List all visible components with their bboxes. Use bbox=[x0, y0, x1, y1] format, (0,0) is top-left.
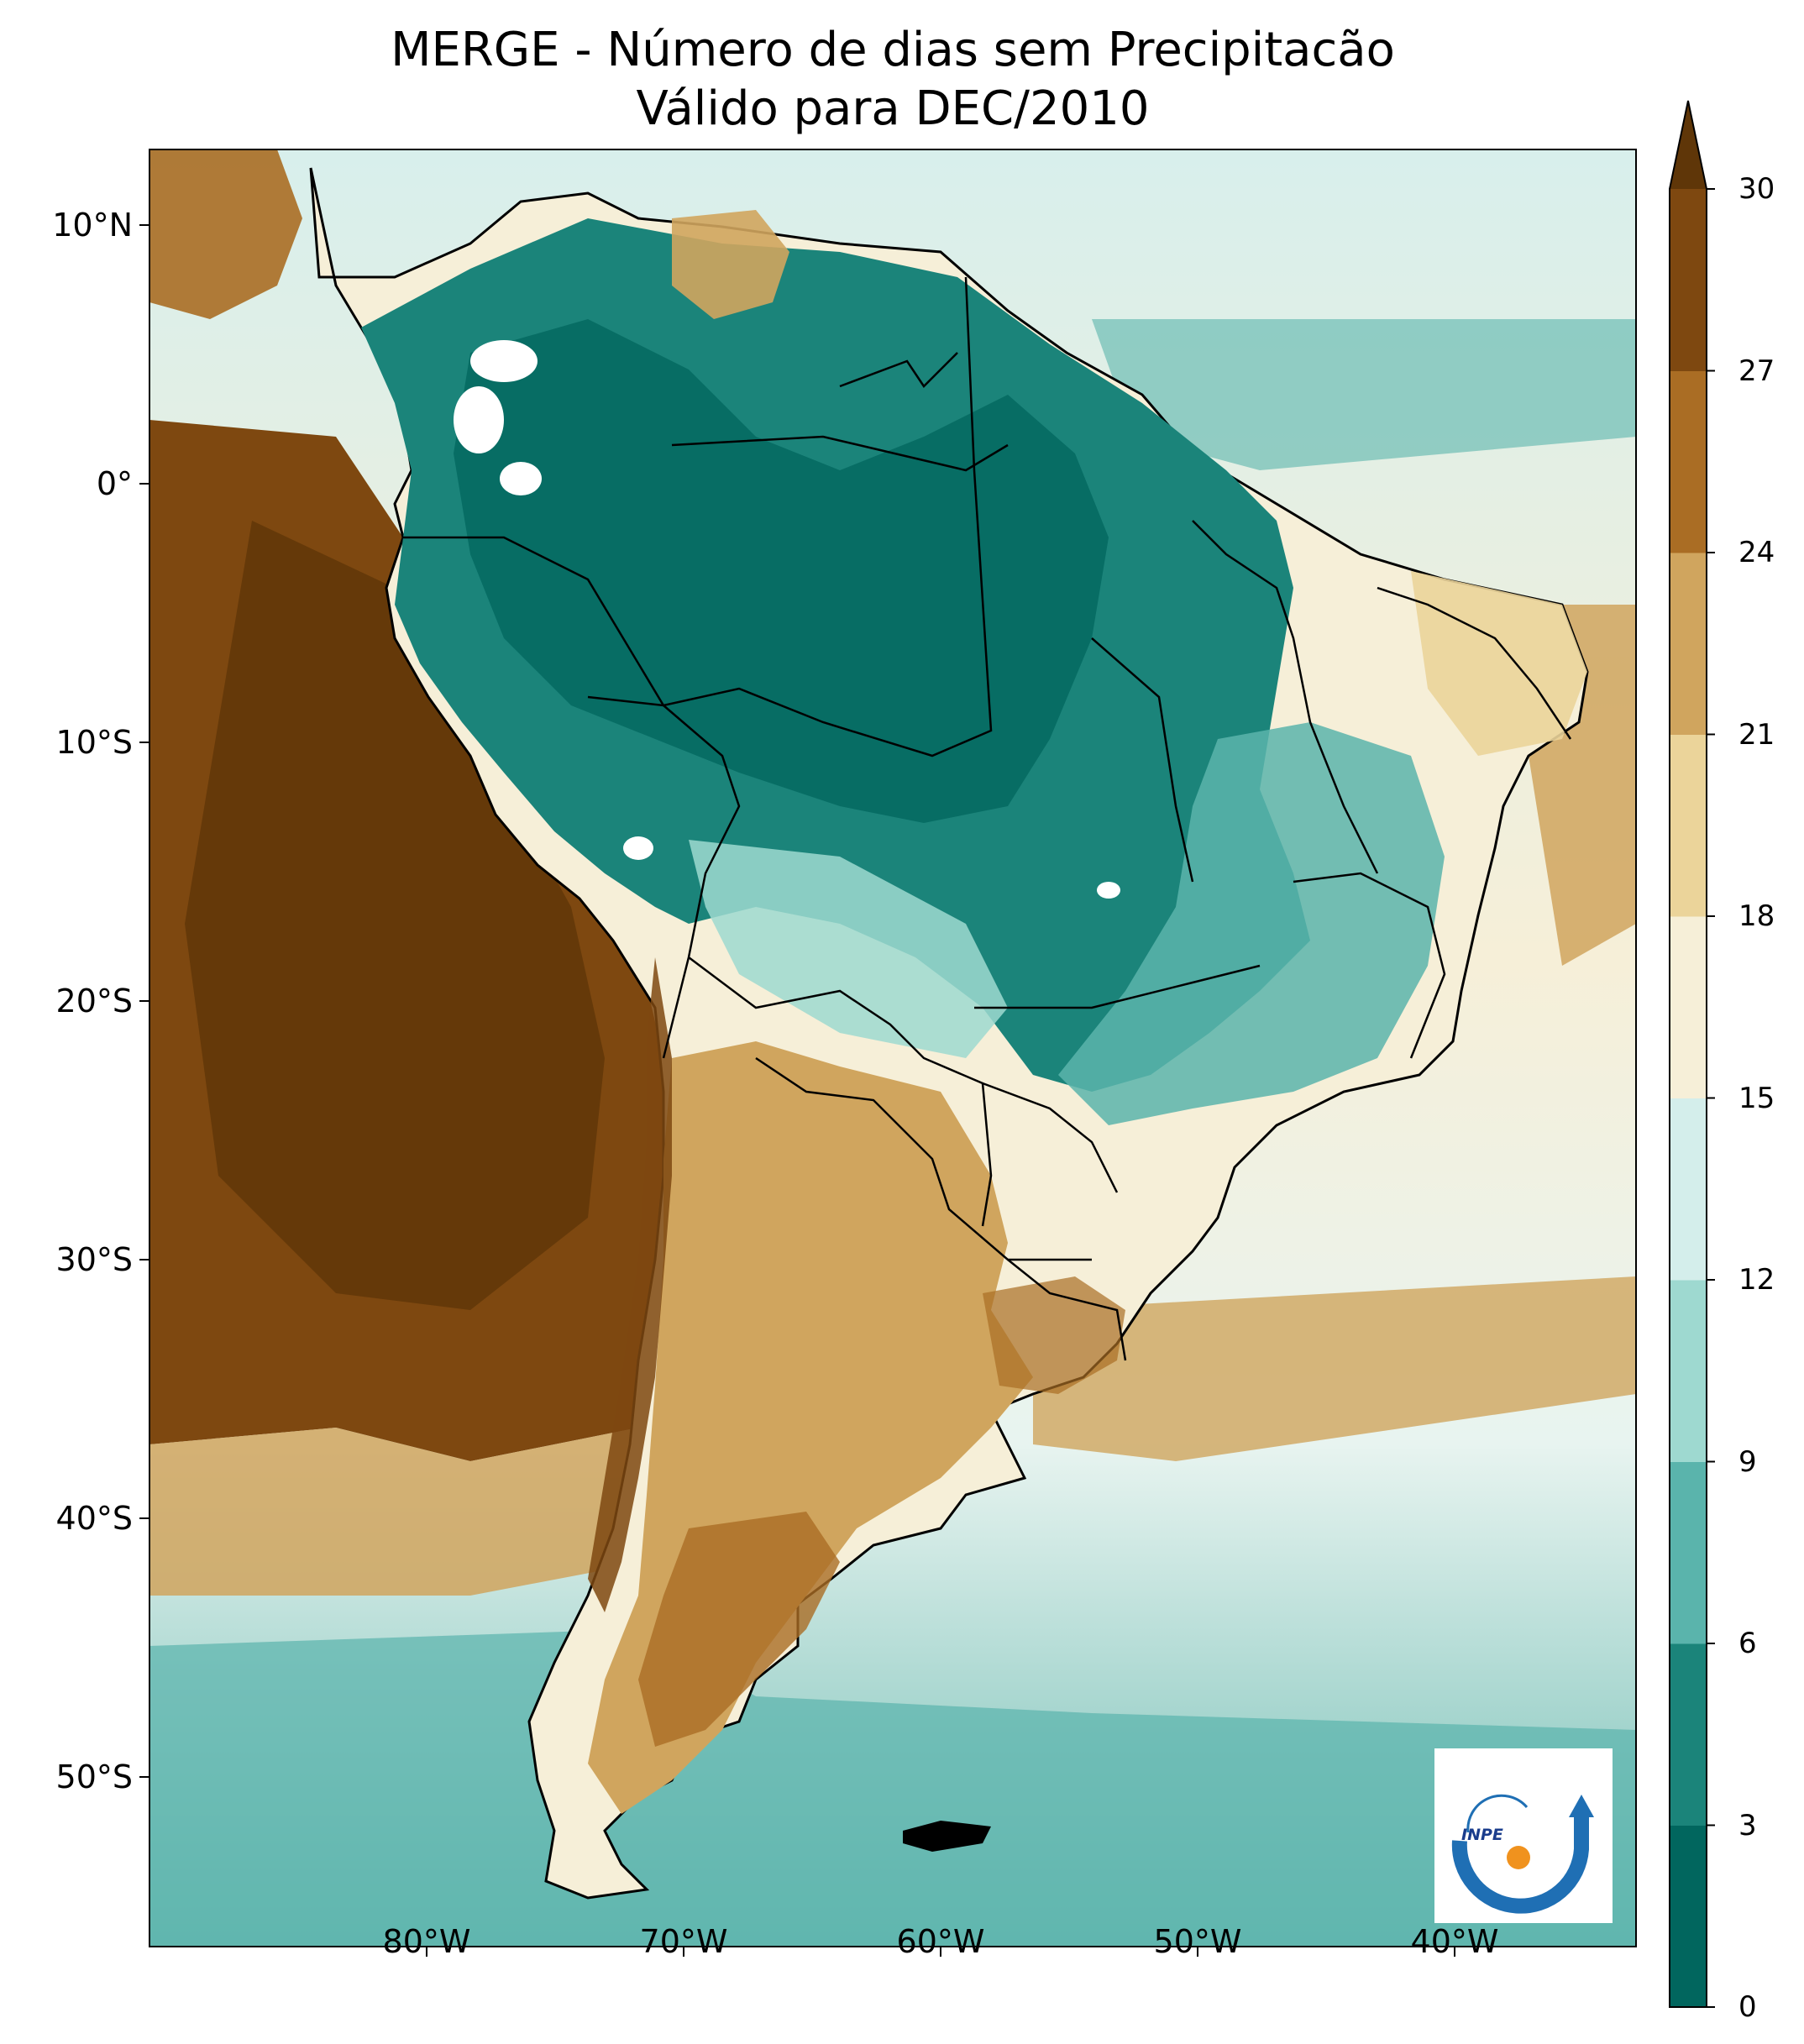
inpe-logo-graphic bbox=[1451, 1794, 1594, 1914]
axis-ticks bbox=[139, 224, 1455, 1957]
lat-label-10n: 10°N bbox=[52, 207, 133, 244]
andes-strip bbox=[588, 957, 672, 1612]
map-title: MERGE - Número de dias sem Precipitacão bbox=[391, 23, 1395, 77]
lon-label-60w: 60°W bbox=[896, 1923, 985, 1960]
colorbar bbox=[1669, 100, 1715, 2008]
east-brazil-wet bbox=[1058, 722, 1445, 1125]
amazon-core bbox=[454, 319, 1109, 823]
colorbar-segment bbox=[1670, 1098, 1707, 1281]
inpe-logo: INPE bbox=[1434, 1748, 1613, 1923]
colorbar-tick-label: 15 bbox=[1738, 1081, 1775, 1115]
colorbar-tick-label: 0 bbox=[1738, 1990, 1757, 2024]
colorbar-segment bbox=[1670, 370, 1707, 553]
colorbar-segment bbox=[1670, 1825, 1707, 2008]
pacific-transition bbox=[149, 1428, 647, 1596]
map-frame bbox=[149, 149, 1637, 1947]
falkland-islands bbox=[903, 1821, 991, 1852]
lon-label-80w: 80°W bbox=[382, 1923, 471, 1960]
colorbar-segment bbox=[1670, 1461, 1707, 1644]
colorbar-segment bbox=[1670, 553, 1707, 735]
map-subtitle: Válido para DEC/2010 bbox=[636, 81, 1150, 136]
lat-label-0: 0° bbox=[96, 465, 133, 502]
guiana-dry bbox=[672, 210, 789, 319]
pacific-dry-core bbox=[185, 521, 605, 1310]
atlantic-band-north bbox=[1092, 319, 1636, 470]
colorbar-outline bbox=[1669, 100, 1707, 2008]
country-borders bbox=[403, 276, 1572, 1361]
atlantic-wet-south bbox=[149, 1629, 1636, 1947]
colorbar-tick-label: 12 bbox=[1738, 1263, 1775, 1297]
lat-label-30s: 30°S bbox=[55, 1241, 133, 1278]
colorbar-extend-arrow bbox=[1670, 101, 1707, 189]
colorbar-segment bbox=[1670, 189, 1707, 371]
colorbar-tick-label: 24 bbox=[1738, 536, 1775, 569]
colorbar-tick-label: 6 bbox=[1738, 1627, 1757, 1660]
colorbar-tick-label: 18 bbox=[1738, 899, 1775, 933]
colorbar-tick-label: 3 bbox=[1738, 1808, 1757, 1842]
inpe-logo-text: INPE bbox=[1461, 1826, 1503, 1844]
lon-label-70w: 70°W bbox=[639, 1923, 728, 1960]
no-data-patches bbox=[454, 340, 1120, 899]
atlantic-dry-south bbox=[1033, 1276, 1636, 1461]
colorbar-segment bbox=[1670, 916, 1707, 1098]
colorbar-tick-label: 21 bbox=[1738, 717, 1775, 752]
colorbar-tick-label: 9 bbox=[1738, 1444, 1757, 1479]
north-pacific-dry bbox=[149, 149, 302, 319]
lat-label-50s: 50°S bbox=[55, 1758, 133, 1795]
lat-label-10s: 10°S bbox=[55, 724, 133, 761]
colorbar-tick-label: 27 bbox=[1738, 354, 1775, 388]
lon-label-40w: 40°W bbox=[1410, 1923, 1499, 1960]
patagonia-dry-core bbox=[638, 1512, 840, 1747]
colorbar-segment bbox=[1670, 734, 1707, 917]
lat-label-40s: 40°S bbox=[55, 1500, 133, 1537]
uruguay-dry bbox=[983, 1276, 1125, 1394]
lat-label-20s: 20°S bbox=[55, 983, 133, 1019]
map-field bbox=[149, 149, 1636, 1947]
colorbar-segment bbox=[1670, 1643, 1707, 1826]
colorbar-tick-label: 30 bbox=[1738, 172, 1775, 206]
central-transition bbox=[689, 840, 1008, 1058]
lon-label-50w: 50°W bbox=[1153, 1923, 1242, 1960]
colorbar-segment bbox=[1670, 1280, 1707, 1462]
